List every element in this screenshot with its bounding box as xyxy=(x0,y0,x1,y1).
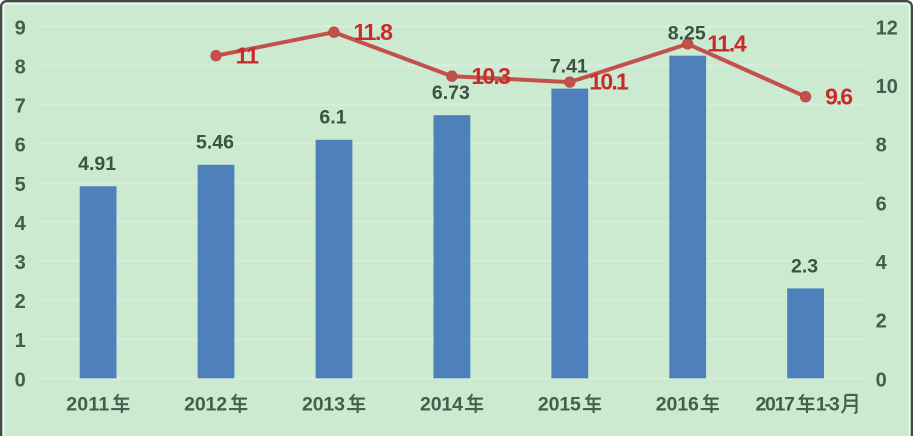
svg-text:8: 8 xyxy=(876,135,887,157)
svg-text:1: 1 xyxy=(15,330,26,352)
svg-text:11.8: 11.8 xyxy=(353,19,393,45)
svg-text:7.41: 7.41 xyxy=(550,56,588,78)
svg-text:2011: 2011 xyxy=(66,394,109,416)
svg-text:8: 8 xyxy=(15,57,26,79)
svg-text:11.4: 11.4 xyxy=(707,31,747,57)
svg-text:10.1: 10.1 xyxy=(589,69,629,95)
svg-text:4.91: 4.91 xyxy=(78,153,116,175)
svg-text:2015: 2015 xyxy=(538,394,581,416)
svg-text:9: 9 xyxy=(15,17,26,39)
svg-text:3: 3 xyxy=(15,252,26,274)
svg-text:5: 5 xyxy=(15,174,26,196)
svg-text:8.25: 8.25 xyxy=(668,23,706,45)
svg-text:2: 2 xyxy=(876,311,887,333)
svg-text:2013: 2013 xyxy=(302,394,345,416)
svg-text:6.1: 6.1 xyxy=(319,107,346,129)
svg-text:2014: 2014 xyxy=(420,394,463,416)
svg-text:2017: 2017 xyxy=(756,394,796,416)
svg-text:4: 4 xyxy=(876,252,888,274)
svg-text:9.6: 9.6 xyxy=(825,83,853,109)
svg-text:2.3: 2.3 xyxy=(791,255,818,277)
svg-text:10.3: 10.3 xyxy=(471,63,511,89)
svg-text:0: 0 xyxy=(876,369,887,391)
svg-text:10: 10 xyxy=(876,76,898,98)
svg-text:6.73: 6.73 xyxy=(432,82,470,104)
svg-text:12: 12 xyxy=(876,17,898,39)
svg-text:11: 11 xyxy=(236,42,260,68)
svg-text:6: 6 xyxy=(15,135,26,157)
svg-text:6: 6 xyxy=(876,193,887,215)
svg-text:2016: 2016 xyxy=(656,394,699,416)
svg-text:0: 0 xyxy=(15,369,26,391)
svg-text:2012: 2012 xyxy=(184,394,227,416)
svg-text:5.46: 5.46 xyxy=(196,132,234,154)
svg-text:7: 7 xyxy=(15,96,26,118)
svg-text:1-3: 1-3 xyxy=(816,394,840,416)
svg-text:4: 4 xyxy=(15,213,27,235)
svg-text:2: 2 xyxy=(15,291,26,313)
